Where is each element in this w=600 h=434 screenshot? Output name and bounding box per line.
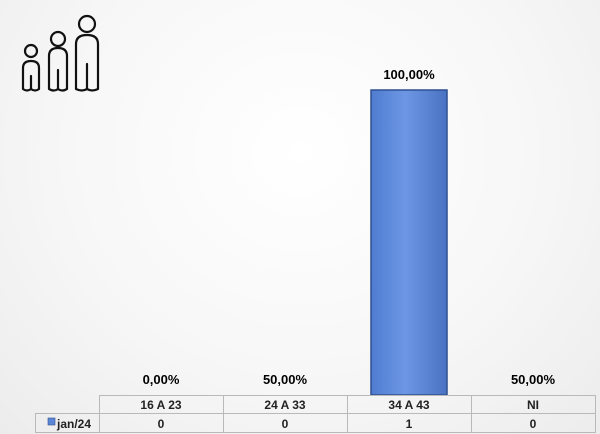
data-table [35,395,596,433]
bar-2 [370,89,448,396]
category-label-0: 16 A 23 [140,398,181,412]
legend-key [47,417,56,426]
table-value-1: 0 [282,417,289,431]
table-value-0: 0 [158,417,165,431]
data-label-1: 50,00% [263,372,308,387]
table-value-2: 1 [406,417,413,431]
data-label-2: 100,00% [383,67,435,82]
family-people-icon [21,14,100,92]
table-value-3: 0 [530,417,537,431]
data-label-3: 50,00% [511,372,556,387]
data-label-0: 0,00% [143,372,180,387]
category-label-2: 34 A 43 [388,398,429,412]
series-name: jan/24 [56,417,91,431]
category-label-3: NI [527,398,539,412]
category-label-1: 24 A 33 [264,398,305,412]
